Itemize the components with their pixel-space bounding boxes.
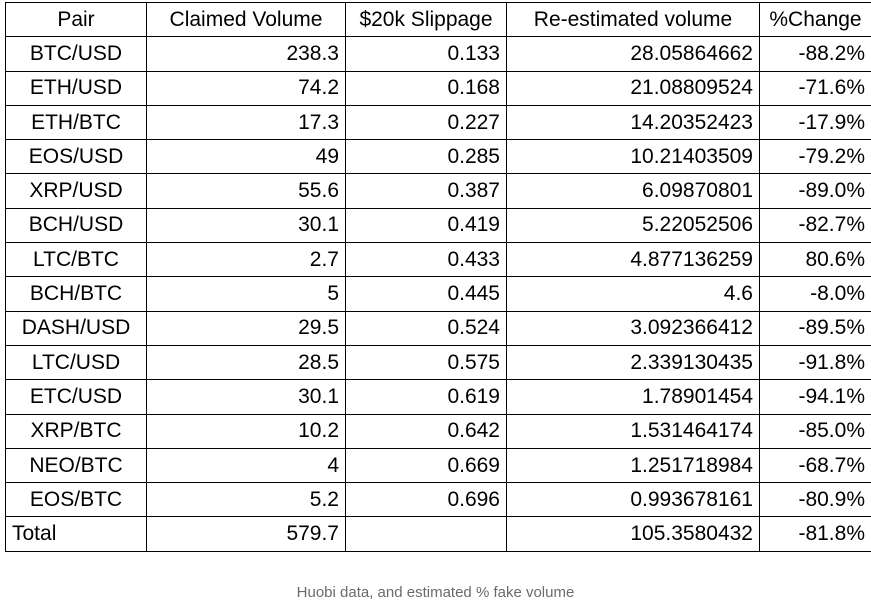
cell-reestimated: 1.78901454 <box>506 379 760 415</box>
header-slippage: $20k Slippage <box>345 1 507 38</box>
cell-claimed: 2.7 <box>146 242 346 278</box>
cell-reestimated: 4.6 <box>506 276 760 312</box>
total-label: Total <box>5 516 147 552</box>
table-row: EOS/USD 49 0.285 10.21403509 -79.2% <box>5 139 871 175</box>
cell-pair: BCH/BTC <box>5 276 147 312</box>
cell-pair: XRP/USD <box>5 173 147 209</box>
cell-pair: DASH/USD <box>5 310 147 346</box>
cell-claimed: 30.1 <box>146 379 346 415</box>
cell-pair: XRP/BTC <box>5 413 147 449</box>
cell-slippage: 0.642 <box>345 413 507 449</box>
cell-reestimated: 21.08809524 <box>506 70 760 106</box>
cell-change: -80.9% <box>759 482 871 518</box>
cell-slippage: 0.133 <box>345 36 507 72</box>
cell-reestimated: 28.05864662 <box>506 36 760 72</box>
table-row: ETH/BTC 17.3 0.227 14.20352423 -17.9% <box>5 104 871 141</box>
table-row: BCH/BTC 5 0.445 4.6 -8.0% <box>5 276 871 312</box>
cell-claimed: 49 <box>146 139 346 175</box>
cell-claimed: 5.2 <box>146 482 346 518</box>
cell-change: -88.2% <box>759 36 871 72</box>
total-slippage <box>345 516 507 552</box>
cell-slippage: 0.619 <box>345 379 507 415</box>
total-claimed: 579.7 <box>146 516 346 552</box>
cell-slippage: 0.433 <box>345 242 507 278</box>
cell-change: -89.0% <box>759 173 871 209</box>
cell-claimed: 74.2 <box>146 70 346 106</box>
cell-change: -8.0% <box>759 276 871 312</box>
cell-pair: ETC/USD <box>5 379 147 415</box>
cell-reestimated: 6.09870801 <box>506 173 760 209</box>
table-row: BTC/USD 238.3 0.133 28.05864662 -88.2% <box>5 36 871 72</box>
cell-change: -71.6% <box>759 70 871 106</box>
cell-slippage: 0.445 <box>345 276 507 312</box>
cell-pair: EOS/BTC <box>5 482 147 518</box>
cell-slippage: 0.669 <box>345 447 507 484</box>
table-row: NEO/BTC 4 0.669 1.251718984 -68.7% <box>5 447 871 484</box>
table-row: DASH/USD 29.5 0.524 3.092366412 -89.5% <box>5 310 871 346</box>
cell-reestimated: 1.531464174 <box>506 413 760 449</box>
cell-claimed: 5 <box>146 276 346 312</box>
table-body: BTC/USD 238.3 0.133 28.05864662 -88.2% E… <box>5 36 871 552</box>
cell-pair: BTC/USD <box>5 36 147 72</box>
header-change: %Change <box>759 1 871 38</box>
header-row: Pair Claimed Volume $20k Slippage Re-est… <box>5 1 871 38</box>
cell-pair: BCH/USD <box>5 207 147 244</box>
header-pair: Pair <box>5 1 147 38</box>
cell-reestimated: 0.993678161 <box>506 482 760 518</box>
total-change: -81.8% <box>759 516 871 552</box>
cell-change: -85.0% <box>759 413 871 449</box>
table-row: BCH/USD 30.1 0.419 5.22052506 -82.7% <box>5 207 871 244</box>
table-row: EOS/BTC 5.2 0.696 0.993678161 -80.9% <box>5 482 871 518</box>
cell-reestimated: 3.092366412 <box>506 310 760 346</box>
cell-claimed: 238.3 <box>146 36 346 72</box>
table-row: ETC/USD 30.1 0.619 1.78901454 -94.1% <box>5 379 871 415</box>
cell-slippage: 0.696 <box>345 482 507 518</box>
cell-claimed: 28.5 <box>146 344 346 381</box>
total-row: Total 579.7 105.3580432 -81.8% <box>5 516 871 552</box>
cell-claimed: 4 <box>146 447 346 484</box>
cell-reestimated: 4.877136259 <box>506 242 760 278</box>
cell-change: -89.5% <box>759 310 871 346</box>
cell-claimed: 55.6 <box>146 173 346 209</box>
cell-pair: ETH/BTC <box>5 104 147 141</box>
cell-pair: EOS/USD <box>5 139 147 175</box>
header-reestimated-volume: Re-estimated volume <box>506 1 760 38</box>
cell-slippage: 0.387 <box>345 173 507 209</box>
cell-change: -91.8% <box>759 344 871 381</box>
cell-slippage: 0.575 <box>345 344 507 381</box>
cell-slippage: 0.227 <box>345 104 507 141</box>
cell-reestimated: 10.21403509 <box>506 139 760 175</box>
cell-slippage: 0.524 <box>345 310 507 346</box>
volume-table: Pair Claimed Volume $20k Slippage Re-est… <box>5 1 871 552</box>
total-reestimated: 105.3580432 <box>506 516 760 552</box>
table-row: LTC/BTC 2.7 0.433 4.877136259 80.6% <box>5 242 871 278</box>
cell-claimed: 17.3 <box>146 104 346 141</box>
cell-slippage: 0.285 <box>345 139 507 175</box>
cell-reestimated: 5.22052506 <box>506 207 760 244</box>
cell-change: -17.9% <box>759 104 871 141</box>
table-row: LTC/USD 28.5 0.575 2.339130435 -91.8% <box>5 344 871 381</box>
cell-claimed: 30.1 <box>146 207 346 244</box>
table-row: XRP/USD 55.6 0.387 6.09870801 -89.0% <box>5 173 871 209</box>
cell-claimed: 29.5 <box>146 310 346 346</box>
cell-reestimated: 2.339130435 <box>506 344 760 381</box>
cell-change: 80.6% <box>759 242 871 278</box>
header-claimed-volume: Claimed Volume <box>146 1 346 38</box>
cell-claimed: 10.2 <box>146 413 346 449</box>
cell-change: -79.2% <box>759 139 871 175</box>
cell-slippage: 0.168 <box>345 70 507 106</box>
cell-reestimated: 1.251718984 <box>506 447 760 484</box>
cell-change: -82.7% <box>759 207 871 244</box>
cell-pair: NEO/BTC <box>5 447 147 484</box>
cell-pair: LTC/USD <box>5 344 147 381</box>
cell-pair: LTC/BTC <box>5 242 147 278</box>
table-caption: Huobi data, and estimated % fake volume <box>296 584 575 601</box>
cell-pair: ETH/USD <box>5 70 147 106</box>
cell-slippage: 0.419 <box>345 207 507 244</box>
table-row: XRP/BTC 10.2 0.642 1.531464174 -85.0% <box>5 413 871 449</box>
cell-change: -94.1% <box>759 379 871 415</box>
cell-reestimated: 14.20352423 <box>506 104 760 141</box>
table-row: ETH/USD 74.2 0.168 21.08809524 -71.6% <box>5 70 871 106</box>
cell-change: -68.7% <box>759 447 871 484</box>
